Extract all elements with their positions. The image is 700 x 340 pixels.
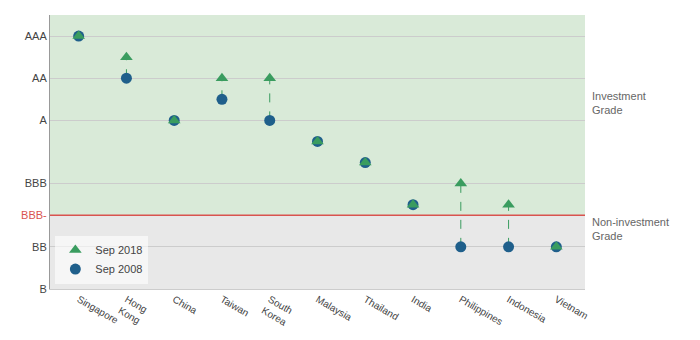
svg-text:B: B <box>39 283 46 295</box>
svg-text:BB: BB <box>32 241 47 253</box>
svg-text:SouthKorea: SouthKorea <box>260 294 295 328</box>
svg-text:Thailand: Thailand <box>362 294 401 323</box>
svg-text:Sep 2018: Sep 2018 <box>95 244 142 256</box>
svg-text:BBB-: BBB- <box>21 209 47 221</box>
svg-text:China: China <box>171 294 200 317</box>
svg-text:BBB: BBB <box>25 177 47 189</box>
svg-text:Singapore: Singapore <box>75 294 120 327</box>
svg-text:Indonesia: Indonesia <box>505 294 548 325</box>
svg-text:AA: AA <box>32 72 47 84</box>
svg-text:Sep 2008: Sep 2008 <box>95 263 142 275</box>
svg-text:Malaysia: Malaysia <box>314 294 354 323</box>
svg-text:Philippines: Philippines <box>457 294 504 328</box>
svg-text:Non-investmentGrade: Non-investmentGrade <box>592 216 669 242</box>
svg-text:Taiwan: Taiwan <box>218 294 250 319</box>
svg-text:India: India <box>410 294 435 315</box>
svg-text:Vietnam: Vietnam <box>553 294 590 322</box>
svg-text:AAA: AAA <box>25 30 48 42</box>
svg-text:InvestmentGrade: InvestmentGrade <box>592 90 646 116</box>
svg-text:HongKong: HongKong <box>116 294 149 327</box>
svg-text:A: A <box>39 114 47 126</box>
